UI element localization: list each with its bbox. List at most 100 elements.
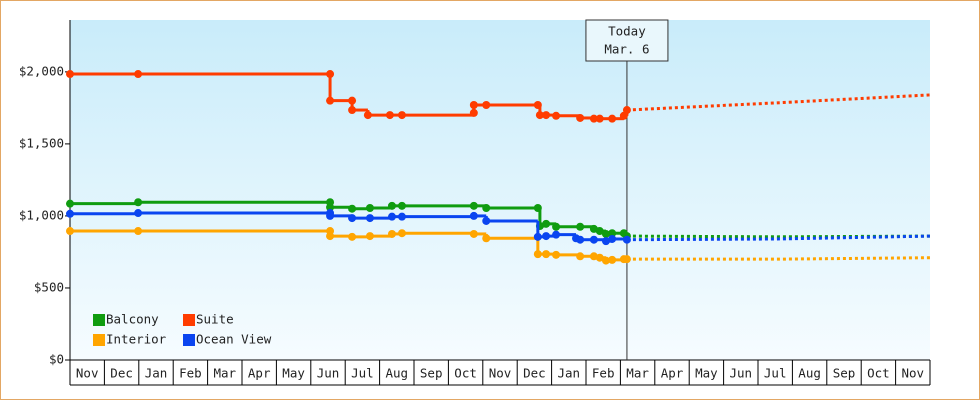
legend-swatch [183, 314, 195, 326]
point [552, 230, 561, 239]
legend-label: Ocean View [196, 332, 272, 347]
point [363, 111, 372, 120]
x-tick-label: Feb [179, 366, 202, 381]
point [469, 229, 478, 238]
point [542, 250, 551, 259]
x-tick-label: Feb [592, 366, 615, 381]
point [365, 232, 374, 241]
point [348, 204, 357, 213]
legend-label: Balcony [106, 312, 159, 327]
point [326, 96, 335, 105]
x-tick-label: Sep [420, 366, 443, 381]
x-tick-label: Dec [110, 366, 133, 381]
point [552, 222, 561, 231]
x-tick-label: Jun [730, 366, 753, 381]
y-tick-label: $1,500 [19, 135, 64, 150]
point [66, 209, 74, 218]
point [66, 70, 74, 79]
point [326, 70, 335, 79]
point [482, 234, 491, 243]
x-tick-label: Jan [145, 366, 168, 381]
point [622, 106, 631, 115]
point [134, 198, 143, 207]
today-box [585, 19, 669, 62]
point [595, 114, 604, 123]
x-tick-label: Nov [902, 366, 925, 381]
x-tick-label: Nov [76, 366, 99, 381]
x-tick-label: Mar [626, 366, 649, 381]
point [608, 255, 617, 264]
legend-swatch [183, 334, 195, 346]
point [542, 111, 551, 120]
point [469, 211, 478, 220]
legend-swatch [93, 314, 105, 326]
x-tick-label: Aug [386, 366, 409, 381]
forecast-line [626, 256, 931, 261]
point [576, 252, 585, 261]
point [385, 111, 394, 120]
point [589, 114, 598, 123]
series [66, 209, 931, 246]
point [348, 106, 357, 115]
y-tick-label: $0 [49, 352, 64, 367]
x-tick-label: Oct [454, 366, 477, 381]
point [601, 237, 610, 246]
point [326, 203, 335, 212]
y-tick-label: $500 [34, 279, 64, 294]
point [535, 111, 544, 120]
series [66, 227, 931, 265]
point [348, 96, 357, 105]
point [482, 204, 491, 213]
point [552, 250, 561, 259]
point [387, 212, 396, 221]
point [134, 70, 143, 79]
x-tick-label: May [695, 366, 718, 381]
point [134, 209, 143, 218]
point [348, 232, 357, 241]
x-tick-label: Oct [867, 366, 890, 381]
point [397, 201, 406, 210]
x-tick-label: Jul [764, 366, 787, 381]
point [469, 101, 478, 109]
point [387, 229, 396, 238]
point [397, 229, 406, 238]
point [533, 232, 542, 241]
point [595, 253, 604, 262]
point [469, 201, 478, 210]
x-tick-label: Mar [214, 366, 237, 381]
point [608, 114, 617, 123]
point [608, 229, 617, 238]
y-tick-label: $2,000 [19, 63, 64, 78]
point [365, 214, 374, 223]
y-tick-label: $1,000 [19, 207, 64, 222]
x-tick-label: Apr [661, 366, 684, 381]
point [533, 101, 542, 109]
point [576, 222, 585, 231]
x-tick-label: Aug [798, 366, 821, 381]
x-tick-label: Jul [351, 366, 374, 381]
point [66, 227, 74, 236]
x-tick-label: Dec [523, 366, 546, 381]
point [601, 256, 610, 265]
x-tick-label: Apr [248, 366, 271, 381]
x-tick-label: May [282, 366, 305, 381]
point [533, 250, 542, 259]
series [66, 198, 931, 241]
point [601, 229, 610, 238]
legend-label: Suite [196, 312, 234, 327]
x-tick-label: Nov [489, 366, 512, 381]
point [533, 204, 542, 213]
point [66, 199, 74, 208]
point [365, 204, 374, 213]
point [387, 201, 396, 210]
series [66, 70, 931, 123]
point [348, 214, 357, 223]
today-label: Today [608, 24, 646, 39]
legend-label: Interior [106, 332, 167, 347]
forecast-line [626, 93, 931, 112]
point [482, 101, 491, 109]
point [326, 211, 335, 220]
plot-area [70, 20, 930, 360]
